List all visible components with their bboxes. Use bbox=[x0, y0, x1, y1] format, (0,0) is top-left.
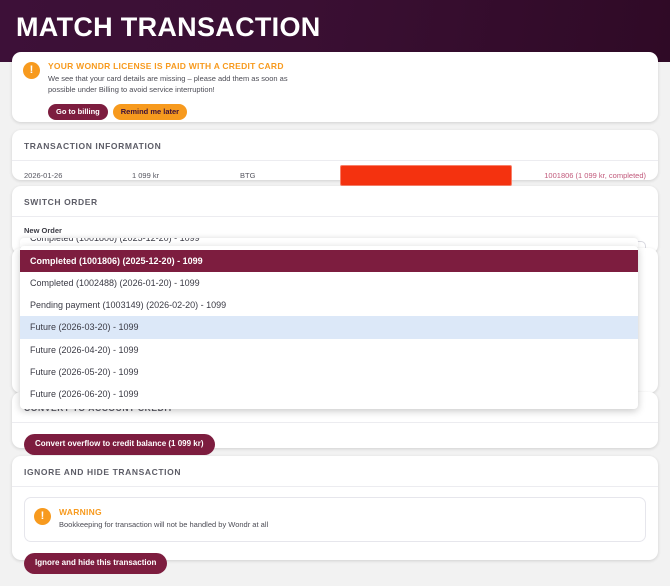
transaction-amount: 1 099 kr bbox=[132, 170, 160, 180]
alert-body: YOUR WONDR LICENSE IS PAID WITH A CREDIT… bbox=[48, 61, 308, 121]
transaction-information-title: TRANSACTION INFORMATION bbox=[12, 130, 658, 161]
transaction-date: 2026-01-26 bbox=[24, 170, 63, 180]
new-order-dropdown-menu[interactable]: Completed (1001806) (2025-12-20) - 1099 … bbox=[20, 246, 638, 409]
dropdown-option[interactable]: Future (2026-06-20) - 1099 bbox=[30, 388, 139, 399]
convert-overflow-button[interactable]: Convert overflow to credit balance (1 09… bbox=[24, 434, 215, 455]
dropdown-option[interactable]: Future (2026-03-20) - 1099 bbox=[20, 316, 638, 339]
transaction-redacted-bar bbox=[340, 164, 512, 186]
alert-buttons: Go to billing Remind me later bbox=[48, 103, 308, 121]
ignore-button-wrap: Ignore and hide this transaction bbox=[24, 552, 646, 574]
warning-text: Bookkeeping for transaction will not be … bbox=[59, 520, 269, 529]
ignore-hide-body: ! WARNING Bookkeeping for transaction wi… bbox=[12, 487, 658, 586]
alert-title: YOUR WONDR LICENSE IS PAID WITH A CREDIT… bbox=[48, 61, 284, 71]
ignore-hide-title: IGNORE AND HIDE TRANSACTION bbox=[12, 456, 658, 487]
warning-body: WARNING Bookkeeping for transaction will… bbox=[59, 507, 268, 531]
exclamation-icon: ! bbox=[23, 62, 40, 79]
remind-me-later-button[interactable]: Remind me later bbox=[112, 103, 188, 121]
page-header: MATCH TRANSACTION bbox=[0, 0, 670, 62]
alert-text: We see that your card details are missin… bbox=[48, 74, 288, 94]
warning-title: WARNING bbox=[59, 507, 102, 517]
transaction-bar-wrap bbox=[340, 164, 544, 186]
dropdown-option[interactable]: Completed (1001806) (2025-12-20) - 1099 bbox=[20, 250, 638, 273]
go-to-billing-button[interactable]: Go to billing bbox=[48, 103, 108, 121]
dropdown-option[interactable]: Future (2026-05-20) - 1099 bbox=[30, 366, 139, 377]
transaction-row[interactable]: 2026-01-26 1 099 kr BTG 1001806 (1 099 k… bbox=[12, 161, 658, 189]
switch-order-title: SWITCH ORDER bbox=[12, 186, 658, 217]
dropdown-option[interactable]: Future (2026-04-20) - 1099 bbox=[30, 344, 139, 355]
transaction-information-card: TRANSACTION INFORMATION 2026-01-26 1 099… bbox=[12, 130, 658, 186]
convert-credit-body: Convert overflow to credit balance (1 09… bbox=[12, 423, 658, 466]
new-order-label: New Order bbox=[24, 226, 62, 235]
alert-row: ! YOUR WONDR LICENSE IS PAID WITH A CRED… bbox=[23, 61, 646, 121]
transaction-reference-link[interactable]: 1001806 (1 099 kr, completed) bbox=[544, 170, 646, 180]
exclamation-icon: ! bbox=[34, 508, 51, 525]
page-title: MATCH TRANSACTION bbox=[16, 12, 321, 42]
warning-box: ! WARNING Bookkeeping for transaction wi… bbox=[24, 497, 646, 542]
dropdown-clipped-row: Completed (1001806) (2025-12-20) - 1099 bbox=[20, 238, 638, 247]
credit-card-alert-banner: ! YOUR WONDR LICENSE IS PAID WITH A CRED… bbox=[12, 52, 658, 122]
dropdown-clipped-label: Completed (1001806) (2025-12-20) - 1099 bbox=[30, 238, 200, 243]
ignore-and-hide-card: IGNORE AND HIDE TRANSACTION ! WARNING Bo… bbox=[12, 456, 658, 574]
transaction-code: BTG bbox=[240, 170, 256, 180]
dropdown-option[interactable]: Completed (1002488) (2026-01-20) - 1099 bbox=[30, 278, 200, 289]
ignore-and-hide-button[interactable]: Ignore and hide this transaction bbox=[24, 552, 168, 574]
dropdown-option[interactable]: Pending payment (1003149) (2026-02-20) -… bbox=[30, 300, 227, 311]
